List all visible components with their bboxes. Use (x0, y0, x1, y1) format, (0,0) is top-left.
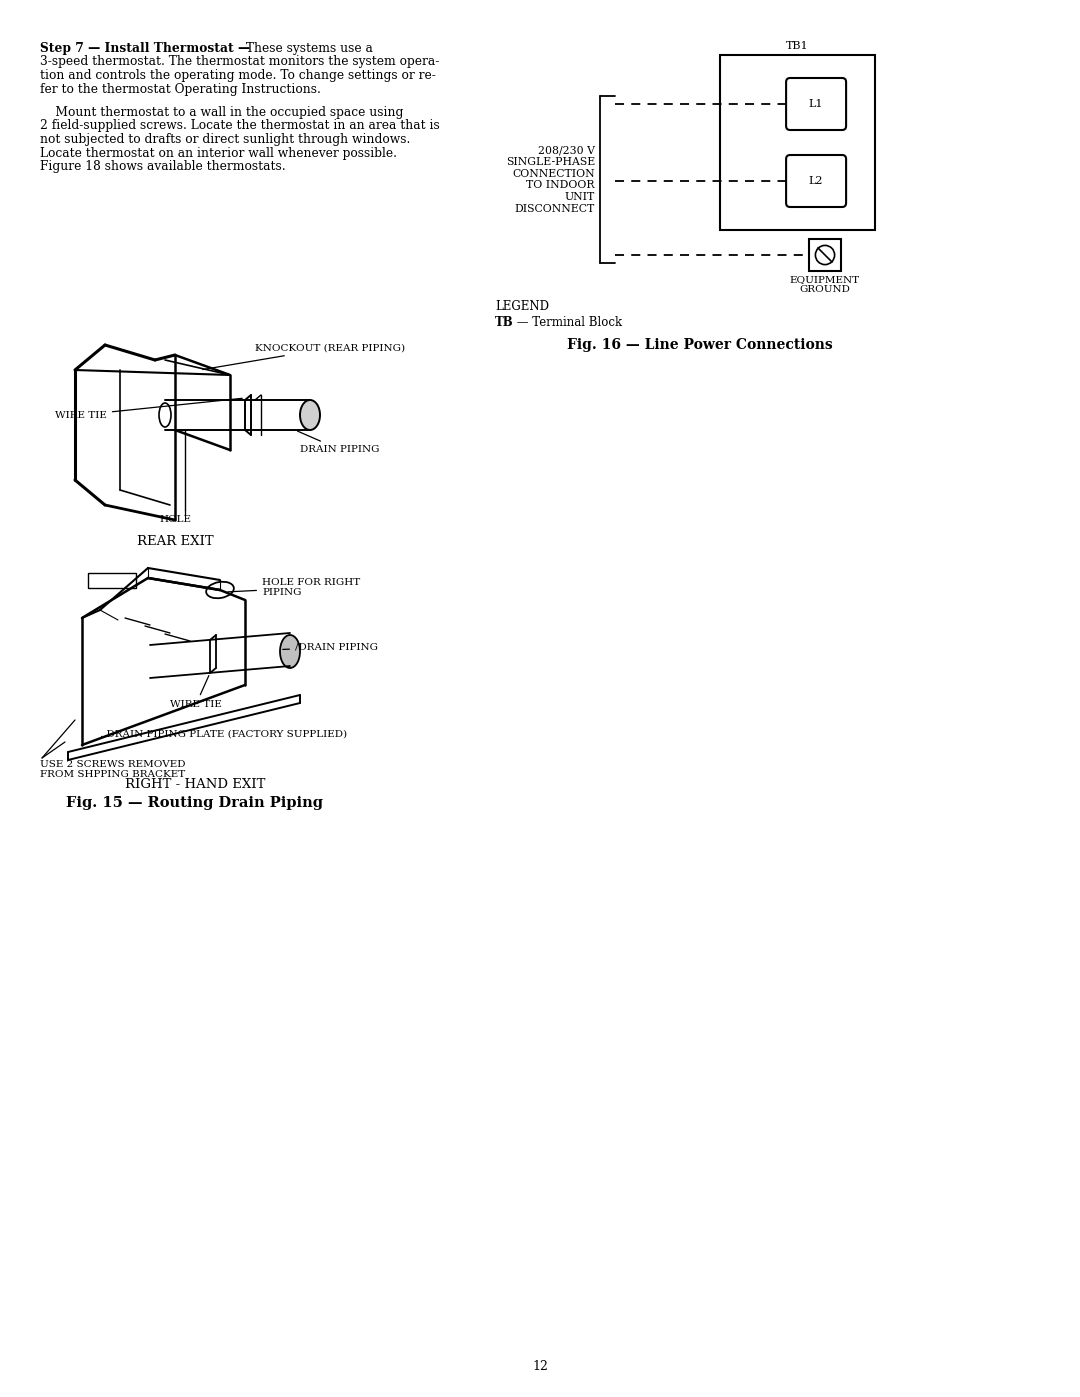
Ellipse shape (280, 636, 300, 668)
FancyBboxPatch shape (786, 78, 846, 130)
Bar (720, 54, 875, 231)
Text: Figure 18 shows available thermostats.: Figure 18 shows available thermostats. (40, 161, 285, 173)
Text: Fig. 15 — Routing Drain Piping: Fig. 15 — Routing Drain Piping (67, 796, 324, 810)
Bar (87, 573, 136, 588)
FancyBboxPatch shape (786, 155, 846, 207)
Text: These systems use a: These systems use a (242, 42, 373, 54)
Text: Fig. 16 — Line Power Connections: Fig. 16 — Line Power Connections (567, 338, 833, 352)
Text: LEGEND: LEGEND (495, 300, 549, 313)
Text: KNOCKOUT (REAR PIPING): KNOCKOUT (REAR PIPING) (203, 344, 405, 370)
Text: WIRE TIE: WIRE TIE (170, 676, 221, 710)
Text: HOLE: HOLE (159, 515, 191, 524)
Text: L1: L1 (809, 99, 823, 109)
Text: 12: 12 (532, 1361, 548, 1373)
Text: Step 7 — Install Thermostat —: Step 7 — Install Thermostat — (40, 42, 251, 54)
Text: DRAIN PIPING: DRAIN PIPING (298, 432, 379, 454)
Text: not subjected to drafts or direct sunlight through windows.: not subjected to drafts or direct sunlig… (40, 133, 410, 147)
Circle shape (815, 246, 835, 264)
Ellipse shape (300, 400, 320, 430)
Text: USE 2 SCREWS REMOVED
FROM SHPPING BRACKET: USE 2 SCREWS REMOVED FROM SHPPING BRACKE… (40, 760, 186, 780)
Text: tion and controls the operating mode. To change settings or re-: tion and controls the operating mode. To… (40, 68, 436, 82)
Text: RIGHT - HAND EXIT: RIGHT - HAND EXIT (125, 778, 266, 791)
Text: 208/230 V
SINGLE-PHASE
CONNECTION
TO INDOOR
UNIT
DISCONNECT: 208/230 V SINGLE-PHASE CONNECTION TO IND… (505, 145, 595, 214)
Text: Mount thermostat to a wall in the occupied space using: Mount thermostat to a wall in the occupi… (40, 106, 403, 119)
Text: TB1: TB1 (786, 41, 809, 52)
Text: /DRAIN PIPING: /DRAIN PIPING (283, 643, 378, 652)
Text: L2: L2 (809, 176, 823, 186)
Ellipse shape (159, 402, 171, 427)
Text: 3-speed thermostat. The thermostat monitors the system opera-: 3-speed thermostat. The thermostat monit… (40, 56, 440, 68)
Text: Locate thermostat on an interior wall whenever possible.: Locate thermostat on an interior wall wh… (40, 147, 397, 159)
Text: WIRE TIE: WIRE TIE (55, 398, 242, 419)
Bar (809, 239, 841, 271)
Text: fer to the thermostat Operating Instructions.: fer to the thermostat Operating Instruct… (40, 82, 321, 95)
Text: TB: TB (495, 316, 514, 330)
Text: EQUIPMENT
GROUND: EQUIPMENT GROUND (789, 275, 860, 295)
Text: — Terminal Block: — Terminal Block (513, 316, 622, 330)
Text: HOLE FOR RIGHT
PIPING: HOLE FOR RIGHT PIPING (228, 578, 361, 598)
Text: . DRAIN PIPING PLATE (FACTORY SUPPLIED): . DRAIN PIPING PLATE (FACTORY SUPPLIED) (100, 731, 347, 739)
Text: REAR EXIT: REAR EXIT (137, 535, 214, 548)
Text: 2 field-supplied screws. Locate the thermostat in an area that is: 2 field-supplied screws. Locate the ther… (40, 120, 440, 133)
Ellipse shape (206, 581, 234, 598)
